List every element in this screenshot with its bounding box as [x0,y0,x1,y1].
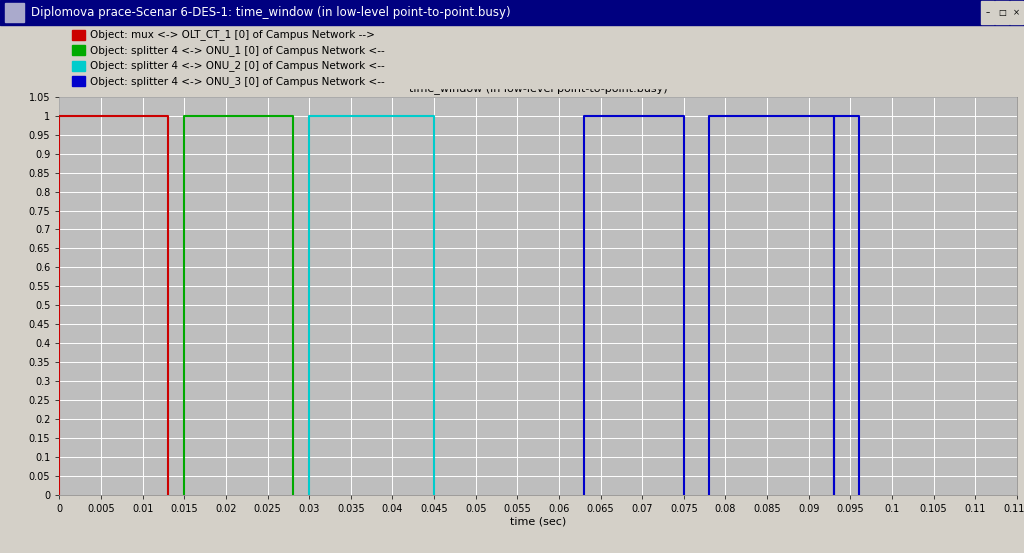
Text: ×: × [1013,8,1020,17]
Text: Object: splitter 4 <-> ONU_1 [0] of Campus Network <--: Object: splitter 4 <-> ONU_1 [0] of Camp… [90,45,385,56]
Text: Diplomova prace-Scenar 6-DES-1: time_window (in low-level point-to-point.busy): Diplomova prace-Scenar 6-DES-1: time_win… [31,6,510,19]
X-axis label: time (sec): time (sec) [510,517,566,527]
Text: □: □ [998,8,1006,17]
Title: time_window (in low-level point-to-point.busy): time_window (in low-level point-to-point… [409,83,668,94]
Text: –: – [985,8,990,17]
Text: Object: splitter 4 <-> ONU_2 [0] of Campus Network <--: Object: splitter 4 <-> ONU_2 [0] of Camp… [90,60,385,71]
Text: Object: mux <-> OLT_CT_1 [0] of Campus Network -->: Object: mux <-> OLT_CT_1 [0] of Campus N… [90,29,375,40]
Text: Object: splitter 4 <-> ONU_3 [0] of Campus Network <--: Object: splitter 4 <-> ONU_3 [0] of Camp… [90,76,385,87]
